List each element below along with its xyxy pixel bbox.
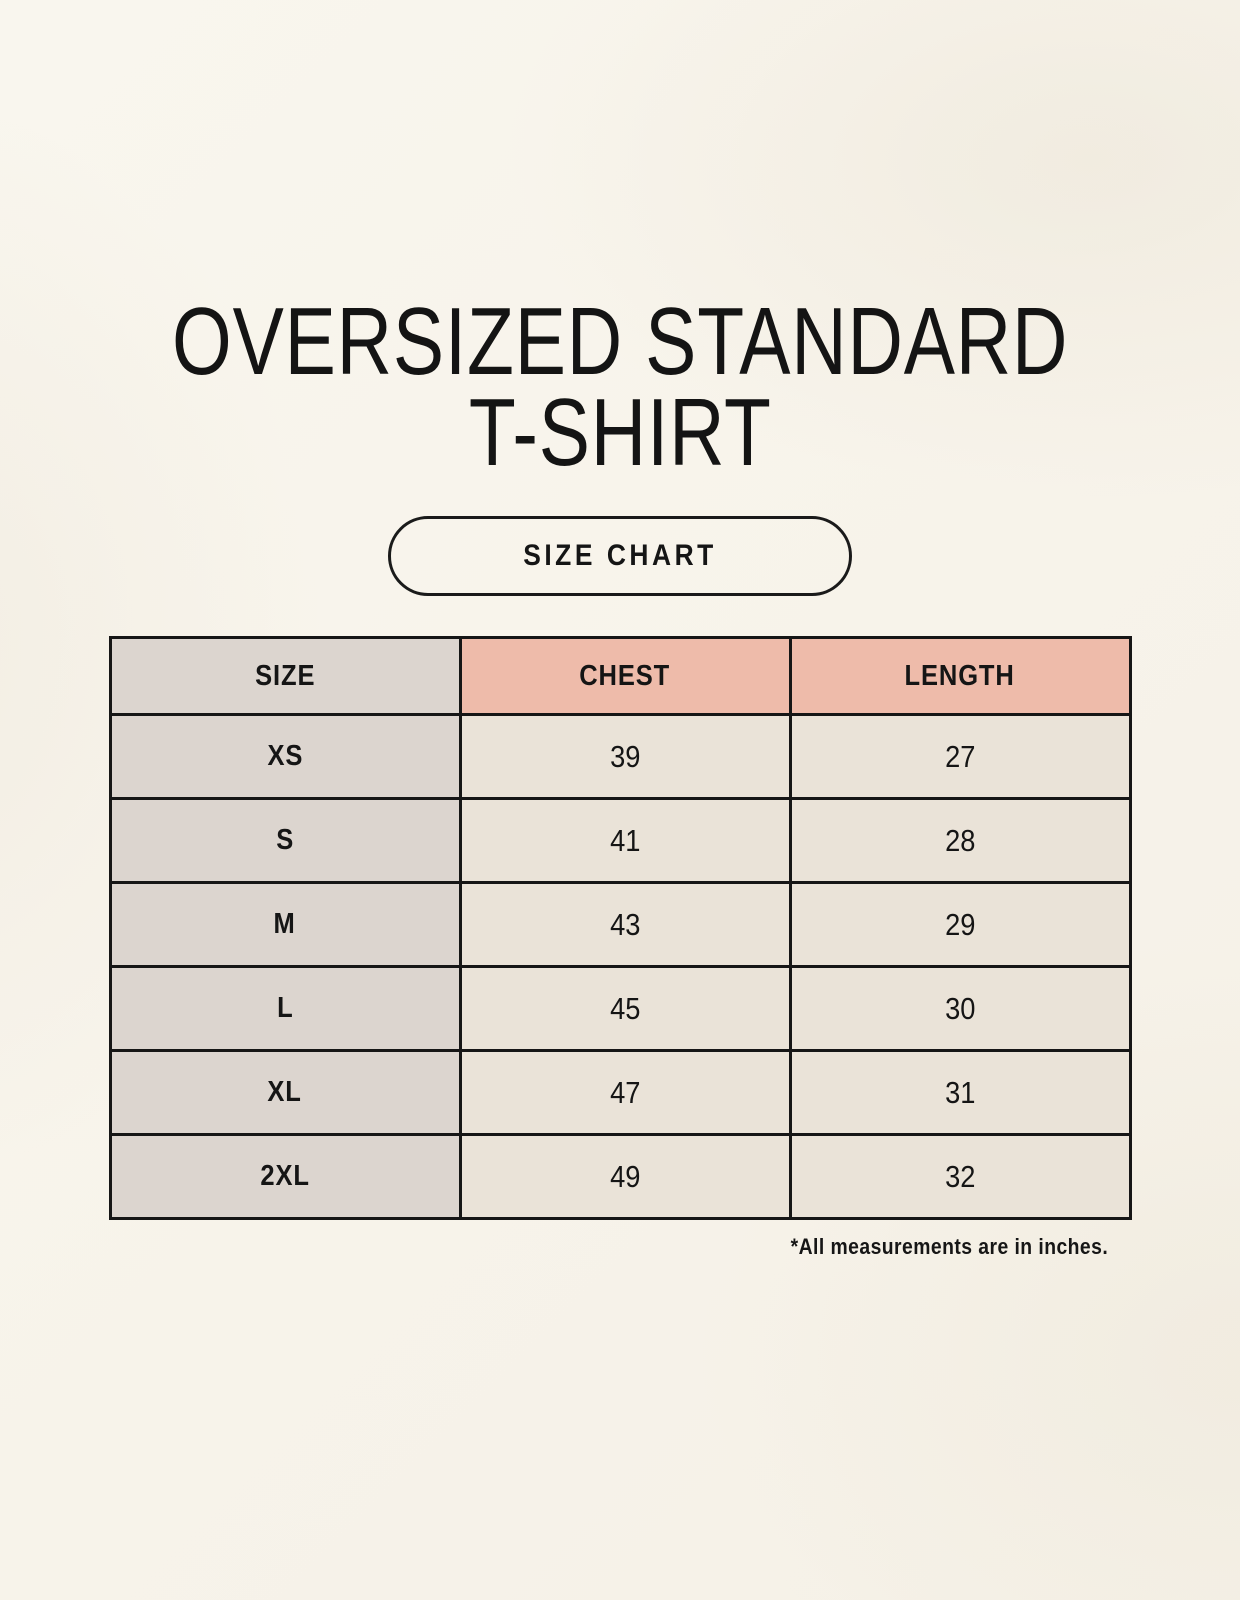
column-header-length-label: LENGTH xyxy=(904,659,1016,692)
table-header-row: SIZE CHEST LENGTH xyxy=(108,636,1132,717)
footnote-row: *All measurements are in inches. xyxy=(110,1234,1130,1260)
length-value: 31 xyxy=(944,1074,976,1110)
chest-value: 43 xyxy=(609,906,641,942)
table-row-xl: XL 47 31 xyxy=(108,1049,1132,1137)
table-row-m: M 43 29 xyxy=(108,881,1132,969)
chest-value: 49 xyxy=(609,1158,641,1194)
column-header-chest-label: CHEST xyxy=(579,659,671,692)
length-cell: 30 xyxy=(788,965,1132,1053)
page-title: OVERSIZED STANDARD T-SHIRT xyxy=(0,288,1240,487)
table-row-2xl: 2XL 49 32 xyxy=(108,1133,1132,1221)
column-header-chest: CHEST xyxy=(458,636,792,717)
length-value: 29 xyxy=(944,906,976,942)
column-header-size: SIZE xyxy=(108,636,462,717)
column-header-size-label: SIZE xyxy=(254,659,316,692)
table-row-xs: XS 39 27 xyxy=(108,713,1132,801)
length-cell: 28 xyxy=(788,797,1132,885)
length-value: 32 xyxy=(944,1158,976,1194)
size-label: 2XL xyxy=(260,1160,310,1193)
size-cell: L xyxy=(108,965,462,1053)
size-label: XS xyxy=(267,740,303,773)
length-cell: 31 xyxy=(788,1049,1132,1137)
table-row-s: S 41 28 xyxy=(108,797,1132,885)
chest-value: 45 xyxy=(609,990,641,1026)
size-cell: XS xyxy=(108,713,462,801)
size-chart-button[interactable]: SIZE CHART xyxy=(388,516,852,597)
chest-cell: 47 xyxy=(458,1049,792,1137)
title-line-2: T-SHIRT xyxy=(468,379,772,487)
size-chart-button-label: SIZE CHART xyxy=(523,539,717,573)
length-cell: 32 xyxy=(788,1133,1132,1221)
size-label: XL xyxy=(267,1076,303,1109)
chest-cell: 43 xyxy=(458,881,792,969)
footnote: *All measurements are in inches. xyxy=(790,1234,1109,1260)
size-cell: S xyxy=(108,797,462,885)
length-cell: 29 xyxy=(788,881,1132,969)
chest-value: 47 xyxy=(609,1074,641,1110)
size-cell: M xyxy=(108,881,462,969)
length-value: 27 xyxy=(944,738,976,774)
size-label: M xyxy=(273,908,297,941)
size-cell: 2XL xyxy=(108,1133,462,1221)
size-table: SIZE CHEST LENGTH XS 39 27 S 41 28 M 43 … xyxy=(108,636,1132,1221)
size-label: S xyxy=(276,824,294,857)
chest-cell: 41 xyxy=(458,797,792,885)
chest-cell: 45 xyxy=(458,965,792,1053)
chest-value: 41 xyxy=(609,822,641,858)
chest-cell: 39 xyxy=(458,713,792,801)
size-cell: XL xyxy=(108,1049,462,1137)
chest-value: 39 xyxy=(609,738,641,774)
size-label: L xyxy=(276,992,294,1025)
length-cell: 27 xyxy=(788,713,1132,801)
chest-cell: 49 xyxy=(458,1133,792,1221)
table-row-l: L 45 30 xyxy=(108,965,1132,1053)
length-value: 30 xyxy=(944,990,976,1026)
length-value: 28 xyxy=(944,822,976,858)
title-line-1: OVERSIZED STANDARD xyxy=(171,288,1069,395)
column-header-length: LENGTH xyxy=(788,636,1132,717)
